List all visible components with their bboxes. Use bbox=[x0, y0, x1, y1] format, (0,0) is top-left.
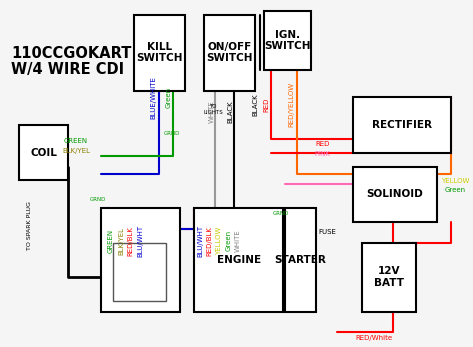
Text: ON/OFF
SWITCH: ON/OFF SWITCH bbox=[206, 42, 253, 64]
Text: GRND: GRND bbox=[272, 211, 289, 216]
Text: BLK/YEL: BLK/YEL bbox=[118, 227, 124, 255]
Text: STARTER: STARTER bbox=[274, 255, 326, 265]
Text: TO
LIGHTS: TO LIGHTS bbox=[203, 104, 223, 115]
Text: FUSE: FUSE bbox=[318, 229, 336, 235]
Text: RED/BLK: RED/BLK bbox=[207, 226, 213, 256]
Text: ENGINE: ENGINE bbox=[217, 255, 261, 265]
Bar bbox=[285, 208, 315, 312]
Text: Green: Green bbox=[166, 87, 172, 108]
Text: YELLOW: YELLOW bbox=[441, 178, 470, 184]
Text: RED: RED bbox=[315, 141, 330, 147]
Bar bbox=[101, 208, 180, 312]
Text: RECTIFIER: RECTIFIER bbox=[372, 120, 432, 130]
Bar bbox=[204, 15, 255, 91]
Text: Green: Green bbox=[226, 230, 231, 252]
Text: GRND: GRND bbox=[164, 131, 181, 136]
Text: YELLOW: YELLOW bbox=[216, 227, 222, 255]
Text: IGN.
SWITCH: IGN. SWITCH bbox=[264, 29, 311, 51]
Bar bbox=[353, 167, 437, 222]
Text: GREEN: GREEN bbox=[63, 138, 88, 144]
Text: RED/White: RED/White bbox=[355, 335, 393, 341]
Text: WHITE: WHITE bbox=[209, 100, 215, 123]
Text: 12V
BATT: 12V BATT bbox=[374, 266, 404, 288]
Bar bbox=[134, 15, 185, 91]
Text: GRND: GRND bbox=[89, 197, 106, 202]
Text: RED/YELLOW: RED/YELLOW bbox=[289, 82, 294, 127]
Text: KILL
SWITCH: KILL SWITCH bbox=[136, 42, 183, 64]
Text: RED: RED bbox=[263, 97, 270, 112]
Text: RED/BLK: RED/BLK bbox=[128, 226, 134, 256]
Text: BLU/WHT: BLU/WHT bbox=[138, 225, 144, 257]
Text: BLACK: BLACK bbox=[227, 100, 233, 122]
Bar bbox=[113, 243, 166, 302]
Bar bbox=[264, 11, 311, 70]
Text: SOLINOID: SOLINOID bbox=[367, 189, 423, 199]
Text: Green: Green bbox=[445, 187, 466, 193]
Bar bbox=[194, 208, 283, 312]
Text: BLUE/WHITE: BLUE/WHITE bbox=[151, 76, 157, 119]
Bar bbox=[353, 98, 451, 153]
Text: BLACK: BLACK bbox=[252, 93, 258, 116]
Bar bbox=[362, 243, 416, 312]
Text: GREEN: GREEN bbox=[108, 229, 114, 253]
Text: BLU/WHT: BLU/WHT bbox=[197, 225, 203, 257]
Text: BLK/YEL: BLK/YEL bbox=[62, 148, 90, 154]
Text: COIL: COIL bbox=[30, 148, 57, 158]
Bar bbox=[19, 125, 69, 180]
Text: PINK: PINK bbox=[315, 152, 331, 158]
Text: TO SPARK PLUG: TO SPARK PLUG bbox=[27, 201, 32, 250]
Text: 110CCGOKART
W/4 WIRE CDI: 110CCGOKART W/4 WIRE CDI bbox=[11, 45, 131, 77]
Text: CDI: CDI bbox=[131, 255, 151, 265]
Text: WHITE: WHITE bbox=[235, 229, 241, 252]
